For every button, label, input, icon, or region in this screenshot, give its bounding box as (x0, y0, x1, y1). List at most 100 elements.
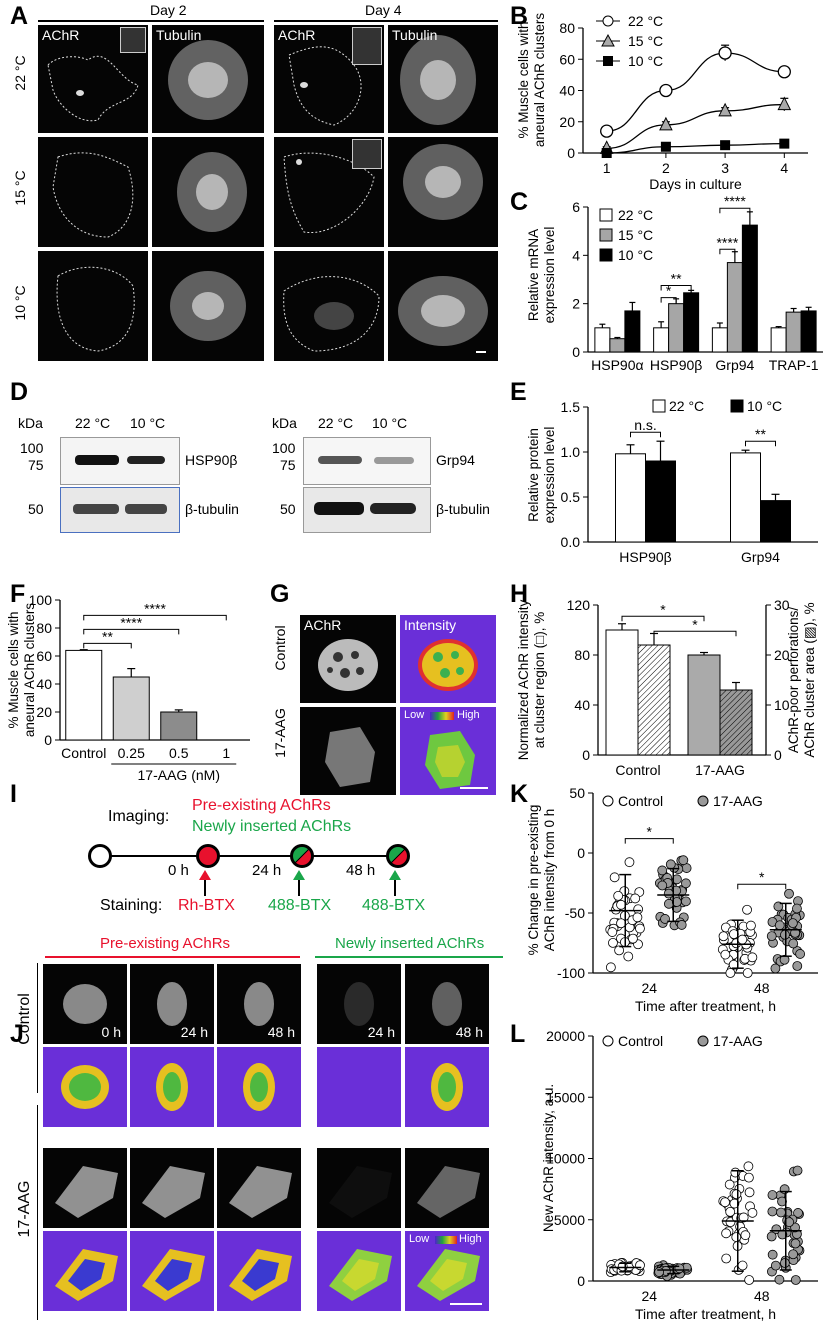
chartK-point (678, 855, 689, 866)
chartL-point (731, 1189, 742, 1200)
j-time-label: 24 h (180, 1024, 208, 1040)
e-x-tick-label: HSP90β (619, 549, 671, 565)
c-bar (726, 262, 743, 353)
h-bar-perforation (637, 644, 671, 756)
b-point-15 (718, 102, 732, 117)
chartK-point (607, 927, 618, 937)
c-legend-swatch (599, 208, 613, 222)
c-bar (785, 311, 802, 353)
chart-f: 0 20 40 60 80 100 % Muscle cells with aneural A… (6, 592, 250, 783)
chartL-point (766, 1231, 777, 1242)
c-x-tick-label: HSP90α (591, 357, 643, 373)
chartK-point (665, 859, 676, 870)
start-circle (88, 844, 112, 868)
c-bar (711, 327, 728, 353)
f-x-tick-label: 1 (222, 745, 230, 761)
imaging-pre: Pre-existing AChRs (192, 797, 331, 814)
marker-100-right: 100 (272, 440, 296, 456)
blot-btubulin-right (303, 487, 431, 533)
j-colorbar (435, 1236, 457, 1244)
row-label-22: 22 °C (12, 55, 28, 91)
chartK-point (657, 865, 668, 876)
micrograph-tubulin-day2-15 (152, 137, 264, 247)
chart-b: 0 20 40 60 80 1 2 3 4 Days in culture % Muscle cel… (516, 13, 808, 192)
b-point-10 (779, 138, 790, 149)
f-y-tick-label: 0 (44, 732, 52, 748)
chartK-point (624, 857, 635, 868)
lane-right-22: 22 °C (318, 415, 354, 431)
chartL-point (780, 1258, 790, 1268)
panel-label-j: J (10, 1020, 24, 1048)
micrograph-achr-day2-10 (38, 251, 148, 361)
j-time-label: 48 h (455, 1024, 483, 1040)
chartL-point (654, 1267, 665, 1277)
b-point-10 (660, 141, 671, 152)
chartK-point (623, 951, 634, 962)
chartL-point (779, 1184, 790, 1195)
chartL-legend-marker (697, 1035, 709, 1047)
chartK-point (614, 945, 625, 956)
j-image-r0-c2: 48 h (217, 964, 301, 1044)
h-yl-title: Normalized AChR intensity (516, 599, 531, 760)
kda-left: kDa (18, 415, 43, 431)
micrograph-tubulin-day4-15 (388, 137, 498, 247)
chartL-x-tick-label: 24 (641, 1288, 657, 1304)
j-image-r0-c0: 0 h (43, 964, 127, 1044)
e-sig1-bracket (630, 431, 661, 438)
chartK-point (792, 903, 802, 914)
f-sig1-text: ** (102, 628, 113, 644)
b-point-10 (601, 148, 612, 158)
chartL-point (788, 1249, 799, 1260)
chartK-point (632, 912, 643, 923)
c-legend-text: 22 °C (618, 207, 653, 223)
h-yr-tick-label: 10 (774, 697, 790, 713)
row-label-10: 10 °C (12, 285, 28, 321)
day2-header: Day 2 (150, 2, 187, 18)
chartL-y-tick-label: 20000 (546, 1028, 585, 1044)
panel-label-h: H (510, 580, 529, 608)
panel-label-a: A (10, 2, 29, 30)
f-sig1-bracket (83, 642, 132, 649)
chartL-point (774, 1274, 785, 1285)
b-y-tick-label: 40 (559, 83, 575, 99)
g-row-control: Control (272, 625, 288, 671)
c-sig3-bracket (719, 248, 736, 255)
chartL-point (737, 1260, 748, 1271)
b-x-tick-label: 2 (662, 160, 670, 176)
chartK-point (608, 937, 618, 948)
f-y-tick-label: 80 (36, 620, 52, 636)
h-sig2-text: * (692, 616, 698, 632)
f-bar (112, 676, 150, 741)
j-image-r3-c3 (317, 1231, 401, 1311)
chartL-point (767, 1206, 778, 1217)
b-point-22 (777, 65, 791, 79)
e-y-title: Relative protein (526, 428, 541, 522)
chartK-point (616, 899, 626, 910)
c-bar (594, 327, 611, 353)
chartK-point (613, 890, 624, 901)
chartL-point (729, 1198, 740, 1209)
time-0h: 0 h (168, 862, 189, 879)
chartL-legend-text: 17-AAG (713, 1033, 763, 1049)
b-point-22 (600, 124, 614, 138)
chartL-point (721, 1253, 732, 1264)
j-image-r2-c3 (317, 1148, 401, 1228)
h-sig2-bracket (653, 630, 737, 637)
chartK-x-tick-label: 48 (754, 980, 770, 996)
blot-btubulin-left (60, 487, 180, 533)
chartK-y-tick-label: -100 (557, 965, 585, 981)
j-new-line (315, 956, 503, 958)
j-image-r2-c1 (130, 1148, 214, 1228)
c-legend-text: 10 °C (618, 247, 653, 263)
chartK-point (672, 874, 682, 885)
micrograph-tubulin-day2-10 (152, 251, 264, 361)
f-bar (65, 649, 103, 741)
g-intensity-control: Intensity (400, 615, 496, 703)
c-bar (800, 310, 817, 353)
micrograph-tubulin-day4-10 (388, 251, 498, 361)
j-bracket-control (37, 963, 38, 1093)
achr-label: AChR (42, 27, 80, 43)
c-y-title: expression level (542, 227, 557, 324)
j-image-r3-c4: Low High (405, 1231, 489, 1311)
h-yr-title: AChR cluster area (▨), % (802, 602, 817, 757)
